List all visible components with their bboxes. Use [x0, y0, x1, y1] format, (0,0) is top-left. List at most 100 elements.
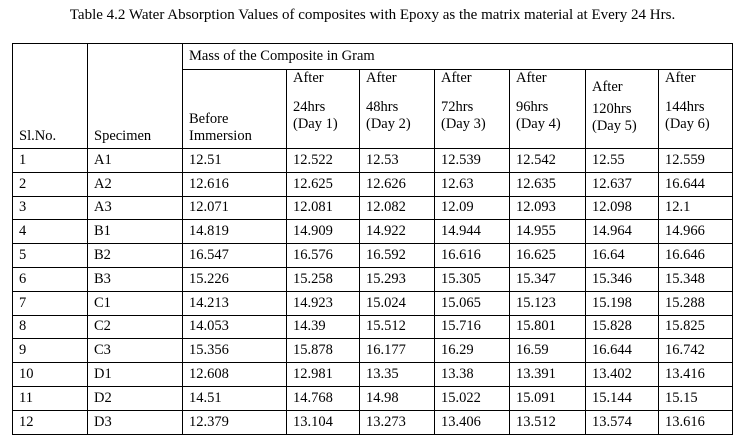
table-row: 10 D1 12.608 12.981 13.35 13.38 13.391 13.402 13… — [12, 362, 734, 387]
header-after-day: (Day 3) — [441, 116, 486, 132]
cell-mass: 16.644 — [657, 171, 734, 197]
cell-mass: 15.226 — [182, 266, 287, 292]
cell-mass: 13.35 — [359, 362, 435, 387]
cell-mass: 15.716 — [434, 314, 510, 340]
cell-mass: 12.098 — [585, 195, 659, 221]
cell-mass: 12.082 — [359, 195, 435, 221]
table-row: 6 B3 15.226 15.258 15.293 15.305 15.347 15.346 1… — [12, 266, 734, 292]
header-after-duration: 120hrs — [592, 101, 652, 118]
cell-mass: 13.402 — [585, 362, 659, 387]
cell-mass: 15.512 — [359, 314, 435, 340]
cell-specimen: B1 — [87, 219, 183, 245]
header-after-col-2: After 48hrs (Day 2) — [359, 69, 435, 149]
cell-mass: 16.625 — [509, 243, 586, 268]
header-after-hours-number: 72 — [441, 99, 456, 115]
cell-mass: 12.625 — [286, 171, 360, 197]
cell-mass: 15.825 — [657, 314, 734, 340]
cell-mass: 13.512 — [509, 409, 586, 435]
cell-mass: 12.63 — [434, 171, 510, 197]
header-after-day: (Day 2) — [366, 116, 411, 132]
cell-specimen: D3 — [87, 409, 183, 435]
cell-mass: 15.123 — [509, 290, 586, 316]
header-after-hours-unit: hrs — [380, 99, 399, 115]
header-after-duration: 72hrs — [441, 99, 503, 116]
cell-mass: 16.576 — [286, 243, 360, 268]
cell-specimen: C1 — [87, 290, 183, 316]
cell-mass: 16.592 — [359, 243, 435, 268]
cell-mass: 13.574 — [585, 409, 659, 435]
cell-mass: 13.406 — [434, 409, 510, 435]
cell-specimen: C2 — [87, 314, 183, 340]
cell-slno: 1 — [12, 148, 88, 173]
header-after-duration: 96hrs — [516, 99, 579, 116]
cell-slno: 3 — [12, 195, 88, 221]
cell-mass: 12.608 — [182, 362, 287, 387]
cell-mass: 12.626 — [359, 171, 435, 197]
cell-slno: 4 — [12, 219, 88, 245]
cell-slno: 7 — [12, 290, 88, 316]
cell-mass: 12.379 — [182, 409, 287, 435]
header-after-day: (Day 1) — [293, 116, 338, 132]
cell-mass: 15.801 — [509, 314, 586, 340]
cell-slno: 9 — [12, 338, 88, 364]
table-row: 1 A1 12.51 12.522 12.53 12.539 12.542 12.55 12.5… — [12, 148, 734, 173]
cell-mass: 13.416 — [657, 362, 734, 387]
cell-mass: 12.09 — [434, 195, 510, 221]
header-after-label: After — [592, 79, 623, 95]
cell-mass: 13.273 — [359, 409, 435, 435]
cell-specimen: D1 — [87, 362, 183, 387]
cell-mass: 16.742 — [657, 338, 734, 364]
cell-mass: 12.522 — [286, 148, 360, 173]
table-row: 4 B1 14.819 14.909 14.922 14.944 14.955 14.964 1… — [12, 219, 734, 245]
table-row: 3 A3 12.071 12.081 12.082 12.09 12.093 12.098 12… — [12, 195, 734, 221]
header-specimen: Specimen — [87, 43, 183, 149]
header-after-duration: 24hrs — [293, 99, 353, 116]
header-after-label: After — [441, 70, 472, 87]
header-after-col-3: After 72hrs (Day 3) — [434, 69, 510, 149]
cell-mass: 15.347 — [509, 266, 586, 292]
cell-slno: 6 — [12, 266, 88, 292]
header-slno: Sl.No. — [12, 43, 88, 149]
header-after-day: (Day 5) — [592, 118, 637, 134]
cell-mass: 13.104 — [286, 409, 360, 435]
header-after-hours-number: 96 — [516, 99, 531, 115]
header-after-hours-unit: hrs — [530, 99, 549, 115]
cell-mass: 15.356 — [182, 338, 287, 364]
cell-mass: 14.922 — [359, 219, 435, 245]
cell-mass: 15.022 — [434, 385, 510, 411]
cell-mass: 16.64 — [585, 243, 659, 268]
cell-mass: 15.198 — [585, 290, 659, 316]
cell-mass: 14.213 — [182, 290, 287, 316]
cell-mass: 16.59 — [509, 338, 586, 364]
cell-mass: 16.616 — [434, 243, 510, 268]
cell-specimen: D2 — [87, 385, 183, 411]
table-caption: Table 4.2 Water Absorption Values of com… — [69, 7, 676, 23]
cell-mass: 12.616 — [182, 171, 287, 197]
water-absorption-table: Sl.No. Specimen Mass of the Composite in… — [12, 43, 734, 435]
header-before-immersion: Before Immersion — [182, 69, 287, 149]
cell-mass: 12.53 — [359, 148, 435, 173]
cell-mass: 13.616 — [657, 409, 734, 435]
cell-specimen: B2 — [87, 243, 183, 268]
header-row-group: Sl.No. Specimen Mass of the Composite in… — [12, 43, 734, 149]
header-after-day: (Day 6) — [665, 116, 710, 132]
cell-mass: 14.944 — [434, 219, 510, 245]
cell-slno: 10 — [12, 362, 88, 387]
header-before-line1: Before — [189, 111, 229, 127]
header-after-day: (Day 4) — [516, 116, 561, 132]
table-row: 5 B2 16.547 16.576 16.592 16.616 16.625 16.64 16… — [12, 243, 734, 268]
cell-mass: 12.1 — [657, 195, 734, 221]
cell-mass: 14.964 — [585, 219, 659, 245]
cell-mass: 13.391 — [509, 362, 586, 387]
cell-mass: 16.177 — [359, 338, 435, 364]
cell-mass: 14.98 — [359, 385, 435, 411]
cell-specimen: B3 — [87, 266, 183, 292]
header-after-label: After — [516, 70, 547, 87]
header-after-hours-unit: hrs — [307, 99, 326, 115]
cell-mass: 16.547 — [182, 243, 287, 268]
header-after-hours-unit: hrs — [455, 99, 474, 115]
cell-mass: 12.51 — [182, 148, 287, 173]
cell-mass: 15.144 — [585, 385, 659, 411]
cell-specimen: A1 — [87, 148, 183, 173]
table-body: 1 A1 12.51 12.522 12.53 12.539 12.542 12.55 12.5… — [12, 148, 734, 435]
